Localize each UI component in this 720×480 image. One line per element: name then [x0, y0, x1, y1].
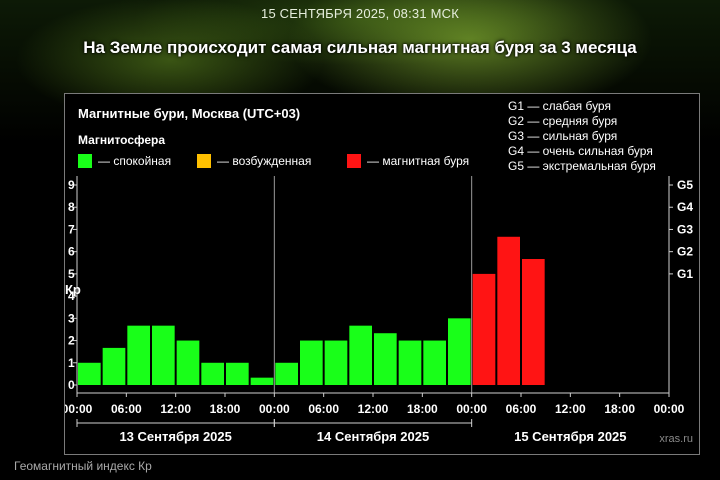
- day-label-2: 15 Сентября 2025: [514, 429, 626, 444]
- legend-label-2: — магнитная буря: [367, 154, 469, 168]
- y-tick-label-6: 6: [68, 245, 75, 259]
- kp-bar-13: [398, 340, 422, 385]
- g-tick-label-g1: G1: [677, 267, 693, 281]
- kp-bar-17: [497, 236, 520, 385]
- x-tick-label-5: 06:00: [308, 402, 339, 416]
- g-tick-label-g2: G2: [677, 245, 693, 259]
- legend-label-0: — спокойная: [98, 154, 171, 168]
- kp-bar-0: [78, 362, 101, 385]
- y-tick-label-5: 5: [68, 267, 75, 281]
- chart-title: Магнитные бури, Москва (UTC+03): [78, 106, 300, 121]
- headline: На Земле происходит самая сильная магнит…: [83, 38, 637, 57]
- legend-title: Магнитосфера: [78, 133, 165, 147]
- kp-bar-11: [349, 325, 372, 385]
- x-tick-label-12: 00:00: [654, 402, 685, 416]
- legend-swatch-2: [347, 154, 361, 168]
- legend-swatch-1: [197, 154, 211, 168]
- day-label-1: 14 Сентября 2025: [317, 429, 429, 444]
- kp-bar-5: [201, 362, 224, 385]
- y-tick-label-1: 1: [68, 356, 75, 370]
- kp-chart: Магнитные бури, Москва (UTC+03) Магнитос…: [64, 93, 700, 455]
- storm-legend-g4: G4 — очень сильная буря: [508, 144, 653, 158]
- x-tick-label-11: 18:00: [604, 402, 635, 416]
- timestamp: 15 СЕНТЯБРЯ 2025, 08:31 МСК: [261, 6, 459, 21]
- g-tick-label-g3: G3: [677, 222, 693, 236]
- y-tick-label-4: 4: [68, 289, 75, 303]
- y-tick-label-3: 3: [68, 311, 75, 325]
- kp-chart-svg: Магнитные бури, Москва (UTC+03) Магнитос…: [65, 99, 693, 445]
- day-label-0: 13 Сентября 2025: [119, 429, 231, 444]
- x-tick-label-3: 18:00: [210, 402, 241, 416]
- x-tick-label-6: 12:00: [358, 402, 389, 416]
- g-tick-label-g5: G5: [677, 178, 693, 192]
- x-tick-label-10: 12:00: [555, 402, 586, 416]
- g-tick-label-g4: G4: [677, 200, 693, 214]
- legend-label-1: — возбужденная: [217, 154, 311, 168]
- y-tick-label-0: 0: [68, 378, 75, 392]
- y-tick-label-9: 9: [68, 178, 75, 192]
- x-tick-label-7: 18:00: [407, 402, 438, 416]
- storm-legend-g3: G3 — сильная буря: [508, 129, 617, 143]
- x-tick-label-0: 00:00: [65, 402, 93, 416]
- kp-bar-4: [176, 340, 200, 385]
- kp-bar-3: [152, 325, 175, 385]
- kp-bar-6: [226, 362, 249, 385]
- x-tick-label-1: 06:00: [111, 402, 142, 416]
- y-axis-label: Кр: [65, 282, 81, 297]
- kp-bar-1: [102, 347, 126, 385]
- y-tick-label-2: 2: [68, 334, 75, 348]
- kp-bar-15: [448, 318, 471, 385]
- x-tick-label-8: 00:00: [456, 402, 487, 416]
- x-tick-label-9: 06:00: [506, 402, 537, 416]
- kp-bar-10: [324, 340, 348, 385]
- legend: — спокойная — возбужденная — магнитная бур…: [78, 154, 469, 168]
- kp-bar-7: [250, 377, 274, 385]
- kp-bar-16: [472, 273, 496, 385]
- bar-series: [78, 236, 545, 385]
- x-tick-label-4: 00:00: [259, 402, 290, 416]
- storm-legend-g5: G5 — экстремальная буря: [508, 159, 656, 173]
- x-tick-label-2: 12:00: [160, 402, 191, 416]
- caption: Геомагнитный индекс Кр: [14, 459, 152, 473]
- y-tick-label-7: 7: [68, 222, 75, 236]
- kp-bar-9: [300, 340, 323, 385]
- legend-swatch-0: [78, 154, 92, 168]
- chart-grid: [273, 176, 473, 393]
- chart-axes: 0 1 2 3 4 5 6 7 8 9 G1 G2 G3 G4 G5 00:00 06:00 12:00 18:00…: [65, 176, 693, 444]
- kp-bar-18: [522, 259, 545, 385]
- kp-bar-2: [127, 325, 150, 385]
- y-tick-label-8: 8: [68, 200, 75, 214]
- kp-bar-8: [275, 362, 298, 385]
- storm-legend-g2: G2 — средняя буря: [508, 114, 617, 128]
- storm-legend-g1: G1 — слабая буря: [508, 99, 611, 113]
- kp-bar-12: [374, 333, 397, 385]
- watermark: xras.ru: [659, 433, 693, 445]
- kp-bar-14: [423, 340, 446, 385]
